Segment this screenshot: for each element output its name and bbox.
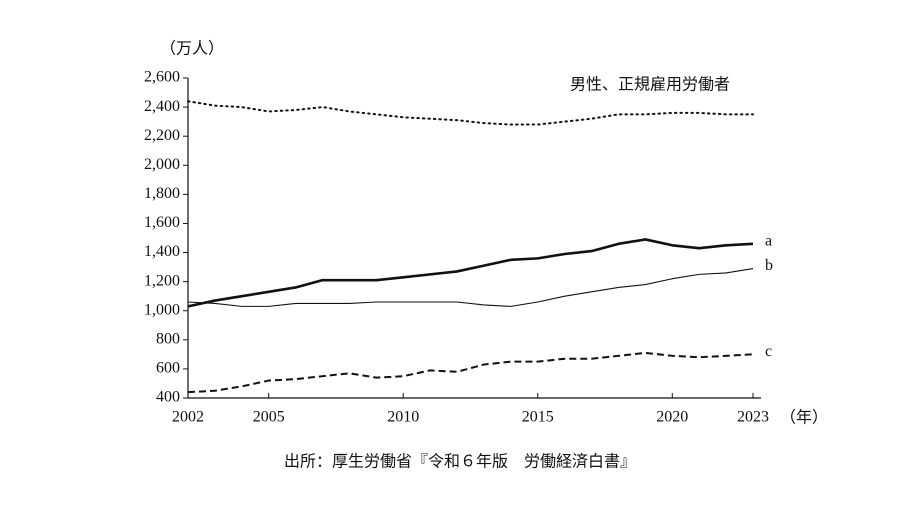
y-axis-label: （万人） <box>160 40 224 58</box>
y-tick-label: 1,400 <box>144 243 180 260</box>
y-tick-label: 1,600 <box>144 214 180 231</box>
y-tick-label: 2,400 <box>144 98 180 115</box>
y-tick-label: 1,800 <box>144 185 180 202</box>
series-label: c <box>765 343 772 360</box>
series-label: 男性、正規雇用労働者 <box>570 76 730 94</box>
y-tick-label: 1,000 <box>144 301 180 318</box>
source-note: 出所：厚生労働省『令和６年版 労働経済白書』 <box>284 453 636 471</box>
y-tick-label: 2,200 <box>144 127 180 144</box>
series-line <box>187 100 754 126</box>
series-line <box>187 351 754 394</box>
series-label: b <box>765 257 773 274</box>
x-tick-label: 2015 <box>522 409 554 426</box>
x-tick-label: 2005 <box>253 409 285 426</box>
y-tick-label: 800 <box>156 330 180 347</box>
x-axis-label: （年） <box>780 409 828 427</box>
x-tick-label: 2023 <box>737 409 769 426</box>
y-tick-label: 400 <box>156 389 180 406</box>
series-label: a <box>765 232 772 249</box>
x-tick-label: 2020 <box>656 409 688 426</box>
series-line <box>187 238 754 308</box>
y-tick-label: 2,000 <box>144 156 180 173</box>
x-tick-label: 2002 <box>172 409 204 426</box>
y-tick-label: 2,600 <box>144 69 180 86</box>
y-tick-label: 1,200 <box>144 272 180 289</box>
series-line <box>187 268 754 307</box>
x-tick-label: 2010 <box>387 409 419 426</box>
y-tick-label: 600 <box>156 360 180 377</box>
